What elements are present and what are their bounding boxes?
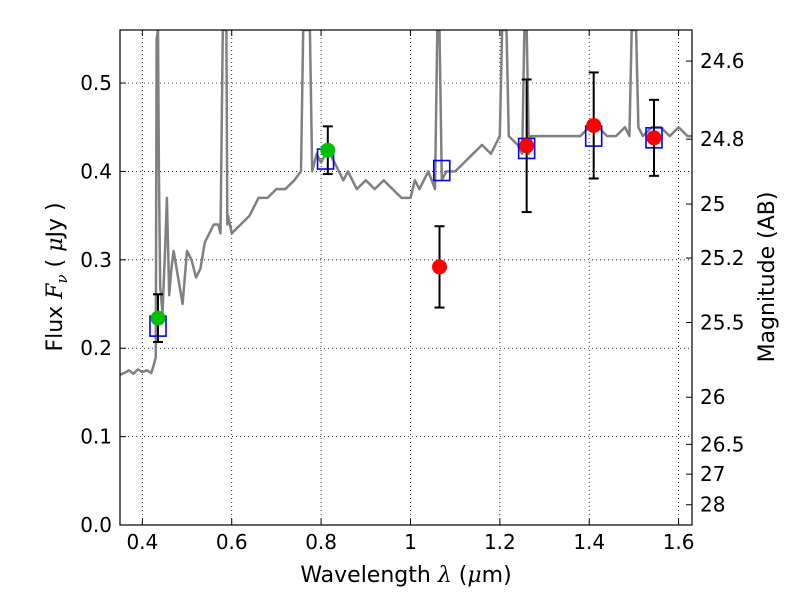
x-tick-label: 1.6 xyxy=(663,530,695,554)
y2-tick-label: 25 xyxy=(700,192,725,216)
x-axis-label: Wavelength λ (μm) xyxy=(300,563,511,588)
y-tick-label: 0.4 xyxy=(80,159,112,183)
y-tick-label: 0.0 xyxy=(80,513,112,537)
model-photometry-square xyxy=(432,159,451,182)
y2-tick-label: 26.5 xyxy=(700,432,745,456)
y-axis-label: Flux Fν ( μJy ) xyxy=(43,202,71,351)
y2-tick-label: 24.6 xyxy=(700,49,745,73)
nir-data-point xyxy=(519,138,535,154)
optical-data-point xyxy=(150,310,166,326)
y2-tick-label: 27 xyxy=(700,462,725,486)
y2-tick-label: 24.8 xyxy=(700,127,745,151)
y2-tick-label: 25.5 xyxy=(700,310,745,334)
axes: 0.4 0.6 0.8 1 1.2 1.4 1.6 0.0 0.1 0.2 0.3 0.4 0.5 24.… xyxy=(80,29,745,554)
y2-tick-label: 28 xyxy=(700,493,725,517)
x-tick-label: 1.2 xyxy=(484,530,516,554)
y2-tick-label: 25.2 xyxy=(700,246,745,270)
x-tick-label: 0.4 xyxy=(126,530,158,554)
y-tick-label: 0.2 xyxy=(80,336,112,360)
plot-frame xyxy=(119,29,693,526)
y2-tick-label: 26 xyxy=(700,385,725,409)
nir-data-point xyxy=(586,117,602,133)
x-tick-label: 1.4 xyxy=(573,530,605,554)
plot-area xyxy=(120,30,692,376)
x-tick-label: 0.8 xyxy=(305,530,337,554)
nir-data-point xyxy=(646,130,662,146)
y-tick-label: 0.3 xyxy=(80,248,112,272)
x-tick-label: 1 xyxy=(404,530,417,554)
y2-axis-label: Magnitude (AB) xyxy=(755,192,780,363)
grid xyxy=(120,30,692,526)
model-spectrum-line xyxy=(120,30,692,376)
nir-data-point xyxy=(432,259,448,275)
optical-data-point xyxy=(320,142,336,158)
y-tick-label: 0.1 xyxy=(80,425,112,449)
y-tick-label: 0.5 xyxy=(80,71,112,95)
x-tick-label: 0.6 xyxy=(216,530,248,554)
